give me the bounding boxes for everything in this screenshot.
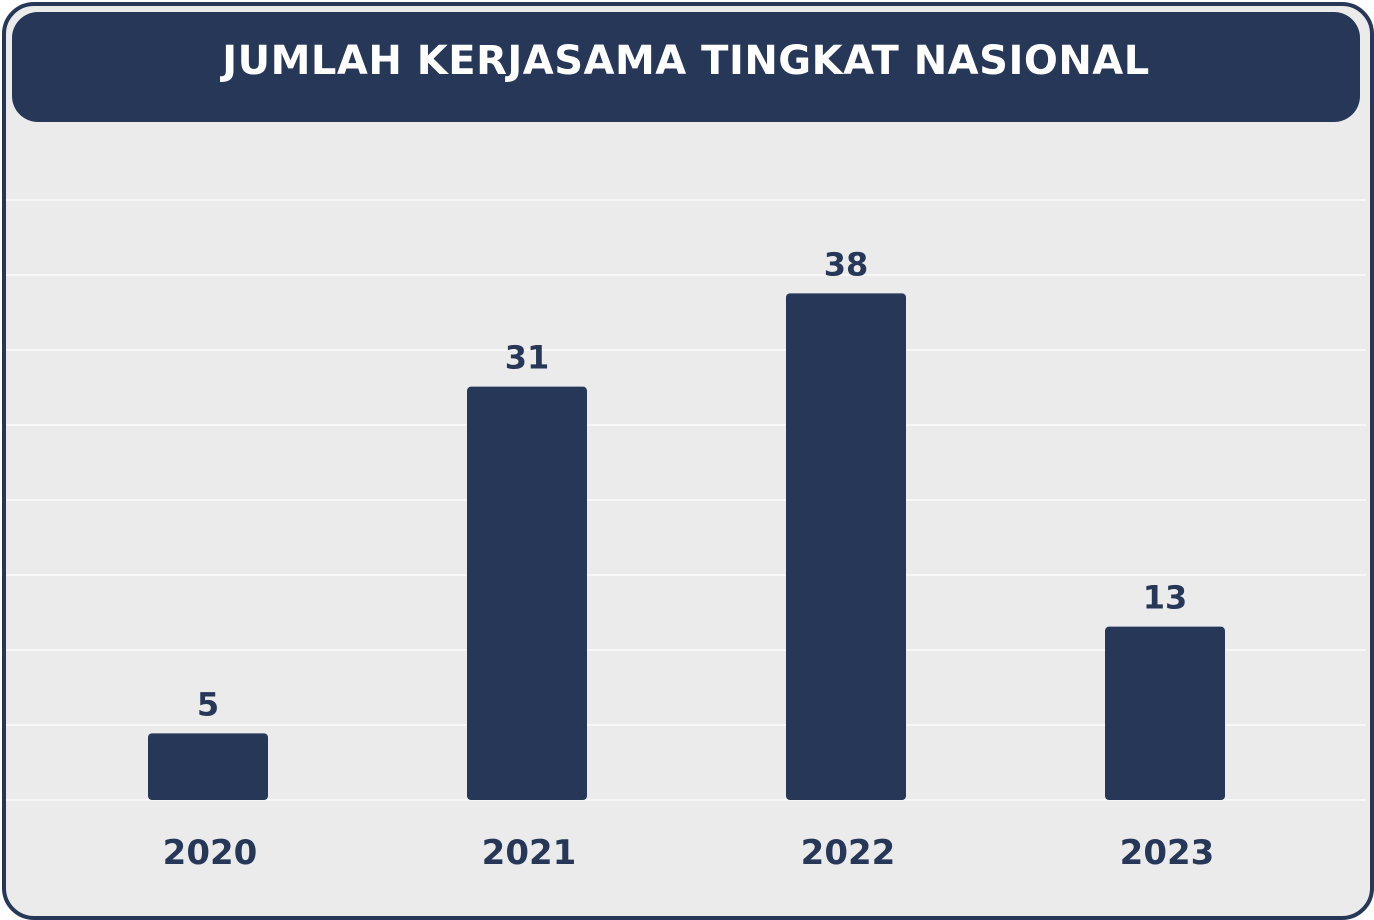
data-label-2021: 31 [505, 339, 550, 377]
title-banner: JUMLAH KERJASAMA TINGKAT NASIONAL [12, 12, 1360, 122]
chart-title: JUMLAH KERJASAMA TINGKAT NASIONAL [222, 38, 1150, 84]
bar-2020 [148, 733, 268, 800]
bar-2022 [786, 293, 906, 800]
x-tick-label-2022: 2022 [801, 833, 896, 873]
x-tick-label-2020: 2020 [163, 833, 258, 873]
bar-2023 [1105, 626, 1225, 800]
data-label-2023: 13 [1143, 579, 1188, 617]
x-tick-label-2023: 2023 [1120, 833, 1215, 873]
data-label-2020: 5 [197, 685, 219, 723]
bar-2021 [467, 386, 587, 800]
x-tick-label-2021: 2021 [482, 833, 577, 873]
data-label-2022: 38 [824, 245, 869, 283]
